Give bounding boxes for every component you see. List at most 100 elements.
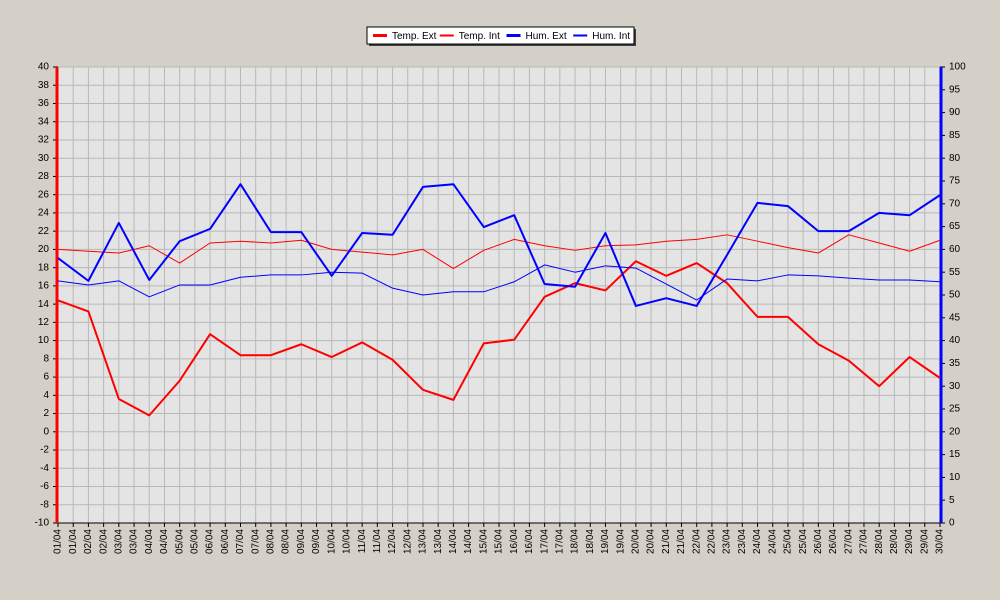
y2-tick-label: 25 [949,404,961,415]
x-tick-label: 14/04 [448,529,459,554]
x-tick-label: 19/04 [615,529,626,554]
series-line [57,234,941,270]
x-tick-label: 01/04 [68,529,79,554]
y2-tick-label: 70 [949,198,961,209]
legend: Temp. Ext Temp. Int Hum. Ext Hum. Int [366,26,636,46]
y-tick-label: 28 [38,171,50,182]
y-tick-label: 14 [38,299,50,310]
x-tick-label: 11/04 [372,529,383,554]
series-line [57,260,941,417]
x-tick-label: 10/04 [342,529,353,554]
y-tick-label: 40 [38,62,50,73]
y2-tick-label: 35 [949,358,961,369]
x-tick-label: 06/04 [205,529,216,554]
x-tick-label: 25/04 [798,529,809,554]
y-tick-label: 36 [38,98,50,109]
x-tick-label: 16/04 [524,529,535,554]
y-tick-label: 30 [38,153,50,164]
y-tick-label: -10 [35,518,50,529]
y-tick-label: 2 [43,408,49,419]
x-tick-label: 21/04 [676,529,687,554]
y-tick-label: 26 [38,189,50,200]
x-tick-label: 02/04 [83,529,94,554]
y2-tick-label: 60 [949,244,961,255]
x-tick-label: 04/04 [144,529,155,554]
x-tick-label: 24/04 [752,529,763,554]
y2-tick-label: 15 [949,449,961,460]
x-tick-label: 13/04 [418,529,429,554]
x-tick-label: 20/04 [631,529,642,554]
legend-label: Temp. Int [459,31,500,42]
x-tick-label: 03/04 [113,529,124,554]
y2-tick-label: 0 [949,518,955,529]
y-tick-label: 22 [38,226,50,237]
y2-tick-label: 10 [949,472,961,483]
legend-label: Hum. Int [592,31,630,42]
y-tick-label: -6 [40,481,49,492]
x-tick-label: 24/04 [767,529,778,554]
x-tick-label: 21/04 [661,529,672,554]
x-tick-label: 15/04 [494,529,505,554]
y-tick-label: -2 [40,445,49,456]
legend-label: Temp. Ext [392,31,437,42]
y2-tick-label: 55 [949,267,961,278]
x-tick-label: 18/04 [570,529,581,554]
x-tick-label: 23/04 [722,529,733,554]
x-tick-label: 07/04 [235,529,246,554]
y-tick-label: 18 [38,262,50,273]
x-tick-label: 26/04 [828,529,839,554]
x-tick-label: 10/04 [326,529,337,554]
x-tick-label: 18/04 [585,529,596,554]
y2-tick-label: 95 [949,84,961,95]
y-tick-label: 6 [43,372,49,383]
x-tick-label: 28/04 [874,529,885,554]
y-tick-label: 32 [38,135,50,146]
x-tick-label: 28/04 [889,529,900,554]
y2-tick-label: 5 [949,495,955,506]
y2-tick-label: 100 [949,62,966,73]
y2-tick-label: 65 [949,221,961,232]
x-tick-label: 20/04 [646,529,657,554]
x-tick-label: 23/04 [737,529,748,554]
y-tick-label: 24 [38,208,50,219]
x-tick-label: 19/04 [600,529,611,554]
y-tick-label: 16 [38,281,50,292]
x-tick-label: 26/04 [813,529,824,554]
y2-tick-label: 85 [949,130,961,141]
x-tick-label: 03/04 [129,529,140,554]
x-tick-label: 29/04 [919,529,930,554]
x-tick-label: 17/04 [539,529,550,554]
y-tick-label: -4 [40,463,49,474]
y-tick-label: 0 [43,426,49,437]
x-tick-label: 14/04 [463,529,474,554]
x-tick-label: 09/04 [296,529,307,554]
x-tick-label: 01/04 [53,529,64,554]
x-tick-label: 05/04 [174,529,185,554]
x-tick-label: 11/04 [357,529,368,554]
y2-tick-label: 75 [949,176,961,187]
x-tick-label: 12/04 [402,529,413,554]
x-tick-label: 22/04 [707,529,718,554]
y-tick-label: -8 [40,499,49,510]
y2-tick-label: 40 [949,335,961,346]
x-tick-label: 13/04 [433,529,444,554]
x-tick-label: 08/04 [266,529,277,554]
series-line [57,264,941,301]
x-tick-label: 12/04 [387,529,398,554]
x-tick-label: 06/04 [220,529,231,554]
x-tick-label: 15/04 [478,529,489,554]
x-tick-label: 27/04 [843,529,854,554]
y2-tick-label: 30 [949,381,961,392]
x-tick-label: 27/04 [859,529,870,554]
legend-label: Hum. Ext [526,31,567,42]
x-tick-label: 30/04 [935,529,946,554]
x-tick-label: 16/04 [509,529,520,554]
x-tick-label: 07/04 [250,529,261,554]
series-line [57,183,941,307]
y-tick-label: 20 [38,244,50,255]
y2-tick-label: 90 [949,107,961,118]
x-tick-label: 09/04 [311,529,322,554]
y2-tick-label: 20 [949,426,961,437]
x-tick-label: 29/04 [904,529,915,554]
